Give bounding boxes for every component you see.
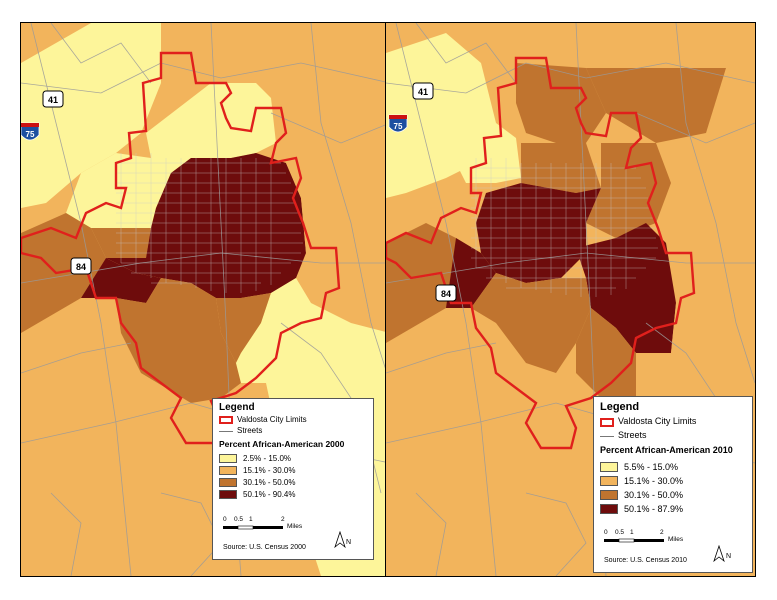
tract-s2-brown [216,293,271,363]
scale-tick-1: 1 [630,529,634,536]
tract-n-yellow [146,83,276,158]
class2-swatch [219,466,237,475]
tract-s-brown [471,273,591,373]
us84-shield: 84 [435,284,457,302]
streets-label: Streets [237,426,263,435]
class2-swatch [600,476,618,486]
svg-text:41: 41 [48,95,58,105]
class2-label: 15.1% - 30.0% [243,466,296,475]
class4-swatch [600,504,618,514]
north-arrow-icon [334,531,346,549]
class3-label: 30.1% - 50.0% [243,478,296,487]
legend-title: Legend [219,402,255,413]
scale-bar [604,538,664,543]
scale-tick-1: 1 [249,516,253,523]
north-label: N [726,553,732,560]
svg-text:84: 84 [76,262,86,272]
class1-swatch [600,462,618,472]
tract-ne-brown [586,68,726,143]
us41-shield: 41 [42,90,64,108]
class4-swatch [219,490,237,499]
class2-label: 15.1% - 30.0% [624,476,684,486]
us41-shield: 41 [412,82,434,100]
i75-shield: 75 [21,122,40,141]
streets-label: Streets [618,430,647,440]
tract-e-orange [671,303,755,353]
map-2000: 41 75 84 Legend Valdosta City Limits Str… [20,22,391,577]
source-label: Source: U.S. Census 2010 [604,557,687,564]
streets-swatch [219,431,233,432]
tract-nw-yellow [21,23,161,208]
scale-tick-0: 0 [604,529,608,536]
class3-swatch [600,490,618,500]
svg-text:75: 75 [394,122,403,131]
tract-west-yellow [66,153,191,228]
class3-label: 30.1% - 50.0% [624,490,684,500]
tract-n-brown [516,63,606,143]
class1-label: 2.5% - 15.0% [243,454,292,463]
tract-ne2-brown [586,143,671,238]
map-2010-canvas: 41 75 84 [386,23,755,576]
valdosta-city-limits [21,51,341,445]
tract-e-orange [286,163,390,253]
tract-west-brown [386,223,471,343]
north-arrow-icon [713,545,725,563]
svg-text:84: 84 [441,289,451,299]
city-limits-label: Valdosta City Limits [237,415,307,424]
map-2000-canvas: 41 75 84 [21,23,390,576]
class1-label: 5.5% - 15.0% [624,462,679,472]
scale-tick-2: 2 [660,529,664,536]
tract-sw-dark [81,258,161,303]
scale-unit: Miles [287,523,303,530]
urban-street-grid [471,158,658,297]
map-2010: 41 75 84 Legend Valdosta City Limits Str… [385,22,756,577]
class1-swatch [219,454,237,463]
city-limits-swatch [219,416,233,424]
streets-swatch [600,436,614,437]
legend-title: Legend [600,401,640,413]
valdosta-city-limits [386,56,696,450]
i75-shield: 75 [388,114,408,133]
legend-subtitle: Percent African-American 2000 [219,439,345,449]
legend-2000: Legend Valdosta City Limits Streets Perc… [212,398,374,560]
source-label: Source: U.S. Census 2000 [223,544,306,551]
scale-tick-2: 2 [281,516,285,523]
scale-tick-0: 0 [223,516,227,523]
class4-label: 50.1% - 90.4% [243,490,296,499]
class4-label: 50.1% - 87.9% [624,504,684,514]
scale-tick-05: 0.5 [615,529,625,536]
us84-shield: 84 [70,257,92,275]
class3-swatch [219,478,237,487]
scale-tick-05: 0.5 [234,516,244,523]
scale-unit: Miles [668,536,684,543]
north-label: N [346,539,352,546]
svg-text:41: 41 [418,87,428,97]
city-limits-swatch [600,418,614,427]
legend-2010: Legend Valdosta City Limits Streets Perc… [593,396,753,573]
legend-subtitle: Percent African-American 2010 [600,445,733,455]
streets-layer [386,23,755,576]
svg-text:75: 75 [26,130,35,139]
scale-bar [223,525,283,530]
city-limits-label: Valdosta City Limits [618,416,697,426]
